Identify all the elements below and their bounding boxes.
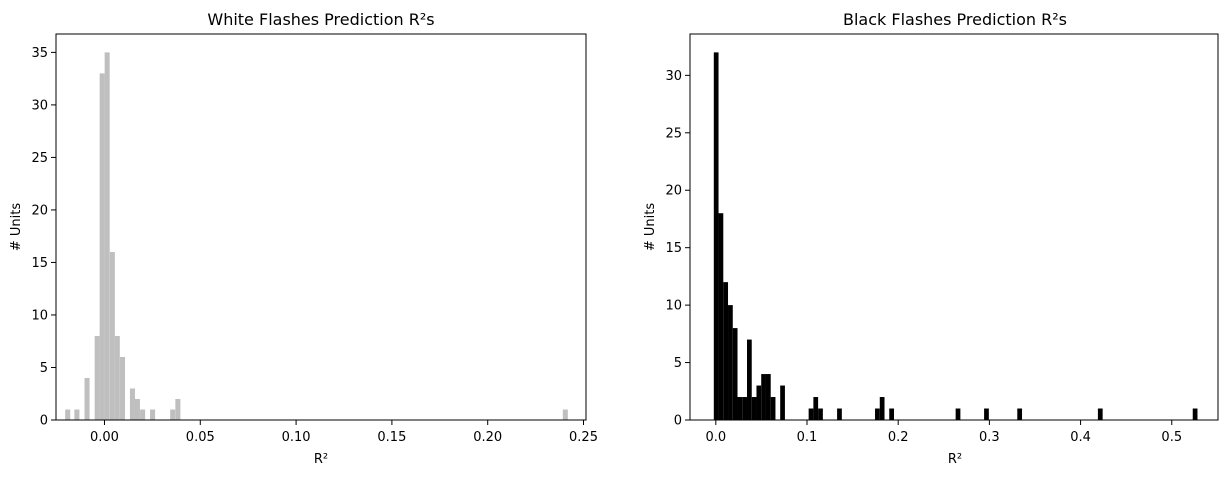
histogram-bar <box>1017 408 1023 420</box>
histogram-bar <box>74 409 80 420</box>
y-tick-label: 15 <box>665 241 682 256</box>
x-tick-label: 0.25 <box>569 430 598 445</box>
histogram-bar <box>875 408 880 420</box>
x-tick-label: 0.00 <box>90 430 119 445</box>
y-tick-label: 0 <box>674 414 682 429</box>
histogram-bar <box>129 388 135 420</box>
histogram-bar <box>170 409 176 420</box>
y-tick-label: 25 <box>31 151 48 166</box>
y-axis-label: # Units <box>9 203 24 251</box>
black-flashes-histogram: Black Flashes Prediction R²s 0.0 0.1 0.2 0.… <box>643 10 1219 467</box>
y-axis-ticks: 0 5 10 15 20 25 30 <box>665 69 690 429</box>
x-tick-label: 0.05 <box>186 430 215 445</box>
histogram-bar <box>737 397 743 420</box>
histogram-bar <box>723 282 729 420</box>
histogram-bar <box>837 408 842 420</box>
histogram-bar <box>746 339 752 420</box>
histogram-bar <box>765 374 771 420</box>
histogram-bar <box>879 397 885 420</box>
y-tick-label: 10 <box>31 308 48 323</box>
x-tick-label: 0.15 <box>377 430 406 445</box>
histogram-bar <box>94 335 100 420</box>
x-tick-label: 0.2 <box>888 430 909 445</box>
histogram-bar <box>119 356 126 420</box>
y-tick-label: 20 <box>31 203 48 218</box>
histogram-bar <box>114 335 120 420</box>
bars <box>65 52 568 420</box>
y-axis-label: # Units <box>643 203 658 251</box>
histogram-bar <box>562 409 568 420</box>
plot-frame <box>55 33 587 421</box>
x-tick-label: 0.10 <box>282 430 311 445</box>
histogram-bar <box>134 398 140 420</box>
plot-frame <box>689 33 1219 421</box>
histogram-bar <box>751 397 757 420</box>
x-axis-ticks: 0.00 0.05 0.10 0.15 0.20 0.25 <box>90 420 598 445</box>
white-flashes-histogram: White Flashes Prediction R²s 0.00 0.05 0.1… <box>9 10 598 467</box>
histogram-bar <box>742 397 747 420</box>
x-axis-ticks: 0.0 0.1 0.2 0.3 0.4 0.5 <box>705 420 1182 445</box>
histogram-bar <box>780 385 785 420</box>
histogram-bar <box>732 328 738 420</box>
y-tick-label: 25 <box>665 126 682 141</box>
histogram-bar <box>756 385 762 420</box>
histogram-bar <box>1192 408 1198 420</box>
histogram-bar <box>65 409 71 420</box>
chart-title: Black Flashes Prediction R²s <box>843 10 1067 29</box>
y-tick-label: 5 <box>674 356 682 371</box>
y-axis-ticks: 0 5 10 15 20 25 30 35 <box>31 46 56 429</box>
histogram-bar <box>140 409 146 420</box>
histogram-bar <box>1097 408 1103 420</box>
histogram-bar <box>808 408 814 420</box>
y-tick-label: 15 <box>31 256 48 271</box>
histogram-bar <box>813 397 819 420</box>
y-tick-label: 20 <box>665 184 682 199</box>
histogram-bar <box>770 397 776 420</box>
y-tick-label: 30 <box>31 98 48 113</box>
x-tick-label: 0.5 <box>1161 430 1182 445</box>
histogram-bar <box>150 409 156 420</box>
histogram-bar <box>718 213 724 420</box>
y-tick-label: 0 <box>40 414 48 429</box>
histogram-bar <box>713 52 719 420</box>
histogram-bar <box>761 374 766 420</box>
y-tick-label: 5 <box>40 361 48 376</box>
x-axis-label: R² <box>314 452 328 467</box>
histogram-bar <box>984 408 989 420</box>
bars <box>713 52 1198 420</box>
histogram-bar <box>955 408 961 420</box>
chart-title: White Flashes Prediction R²s <box>207 10 434 29</box>
histogram-bar <box>99 73 105 420</box>
histogram-bar <box>104 52 110 420</box>
histogram-bar <box>175 398 181 420</box>
y-tick-label: 35 <box>31 46 48 61</box>
histogram-bar <box>889 408 894 420</box>
x-axis-label: R² <box>948 452 962 467</box>
y-tick-label: 10 <box>665 299 682 314</box>
histogram-bar <box>818 408 823 420</box>
x-tick-label: 0.1 <box>797 430 818 445</box>
histogram-bar <box>84 377 90 420</box>
y-tick-label: 30 <box>665 69 682 84</box>
x-tick-label: 0.0 <box>705 430 726 445</box>
x-tick-label: 0.3 <box>979 430 1000 445</box>
x-tick-label: 0.4 <box>1070 430 1091 445</box>
histogram-bar <box>728 305 733 420</box>
histogram-bar <box>109 251 115 420</box>
x-tick-label: 0.20 <box>473 430 502 445</box>
